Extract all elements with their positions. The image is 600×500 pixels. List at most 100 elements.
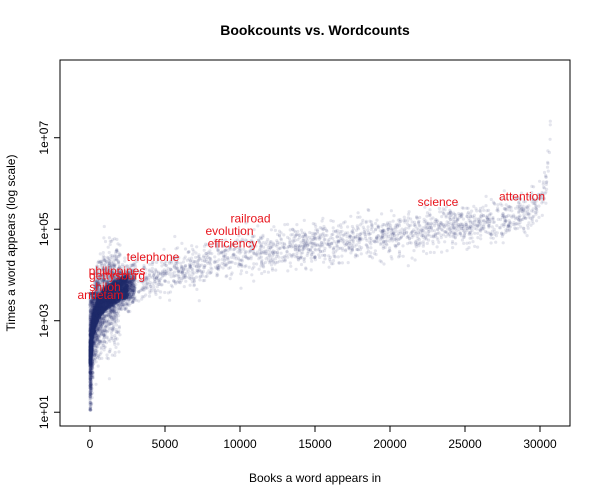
- data-point: [95, 316, 99, 320]
- data-point: [360, 246, 364, 250]
- data-point: [119, 301, 123, 305]
- data-point: [398, 236, 403, 240]
- data-point: [92, 303, 97, 307]
- data-point: [499, 217, 503, 222]
- data-point: [101, 292, 106, 296]
- data-point: [364, 220, 368, 225]
- data-point: [389, 223, 393, 228]
- data-point: [381, 236, 385, 240]
- data-point: [163, 290, 167, 295]
- data-point: [328, 255, 332, 259]
- data-point: [366, 246, 370, 250]
- data-point: [520, 209, 524, 214]
- data-point: [106, 313, 110, 317]
- data-point: [99, 315, 103, 319]
- data-point: [213, 238, 217, 242]
- data-point: [91, 359, 95, 363]
- data-point: [89, 389, 93, 393]
- data-point: [503, 216, 507, 220]
- data-point: [92, 291, 96, 295]
- data-point: [326, 239, 330, 243]
- data-point: [275, 251, 279, 255]
- data-point: [382, 239, 386, 243]
- data-point: [213, 255, 217, 259]
- data-point: [340, 237, 344, 241]
- data-point: [110, 304, 114, 308]
- data-point: [369, 251, 373, 255]
- data-point: [331, 237, 335, 241]
- data-point: [100, 300, 104, 304]
- data-point: [530, 184, 534, 188]
- data-point: [121, 289, 126, 293]
- data-point: [101, 280, 105, 285]
- data-point: [258, 251, 262, 255]
- data-point: [413, 224, 417, 228]
- data-point: [185, 258, 189, 262]
- data-point: [374, 235, 378, 239]
- data-point: [461, 224, 465, 228]
- data-point: [106, 280, 110, 284]
- data-point: [400, 230, 404, 234]
- data-point: [331, 226, 335, 230]
- data-point: [88, 395, 92, 399]
- data-point: [126, 287, 131, 291]
- data-point: [131, 292, 136, 296]
- data-point: [475, 209, 479, 213]
- data-point: [100, 292, 104, 296]
- data-point: [90, 333, 94, 337]
- data-point: [228, 265, 232, 270]
- data-point: [108, 322, 112, 326]
- data-point: [381, 245, 385, 249]
- data-point: [99, 294, 103, 298]
- data-point: [114, 299, 118, 303]
- data-point: [275, 242, 280, 246]
- data-point: [491, 236, 495, 240]
- data-point: [391, 231, 395, 235]
- data-point: [172, 263, 176, 267]
- data-point: [117, 274, 121, 278]
- data-point: [262, 245, 266, 249]
- data-point: [125, 284, 130, 288]
- data-point: [426, 221, 430, 225]
- data-point: [520, 208, 524, 212]
- data-point: [391, 219, 395, 223]
- data-point: [88, 311, 92, 315]
- data-point: [313, 255, 317, 259]
- data-point: [354, 253, 358, 257]
- data-point: [92, 303, 96, 307]
- data-point: [110, 304, 114, 308]
- data-point: [164, 270, 168, 274]
- data-point: [98, 322, 102, 326]
- data-point: [515, 216, 519, 220]
- data-point: [125, 289, 129, 293]
- data-point: [107, 283, 111, 287]
- data-point: [453, 236, 457, 240]
- data-point: [88, 359, 93, 363]
- data-point: [102, 317, 106, 321]
- data-point: [173, 282, 178, 286]
- data-point: [110, 273, 114, 277]
- data-point: [90, 320, 94, 324]
- data-point: [95, 333, 99, 337]
- data-point: [105, 356, 109, 360]
- data-point: [88, 370, 92, 374]
- data-point: [387, 248, 392, 252]
- data-point: [88, 342, 92, 346]
- data-point: [90, 340, 94, 344]
- data-point: [394, 229, 398, 233]
- data-point: [91, 309, 95, 313]
- data-point: [132, 285, 136, 289]
- data-point: [472, 216, 476, 220]
- data-point: [89, 353, 93, 357]
- data-point: [90, 359, 94, 363]
- data-point: [90, 354, 94, 358]
- data-point: [148, 268, 152, 272]
- data-point: [535, 210, 539, 214]
- data-point: [257, 267, 261, 271]
- data-point: [322, 238, 326, 242]
- data-point: [117, 272, 121, 276]
- data-point: [112, 315, 117, 319]
- data-point: [116, 331, 121, 335]
- data-point: [120, 293, 124, 297]
- data-point: [91, 318, 95, 322]
